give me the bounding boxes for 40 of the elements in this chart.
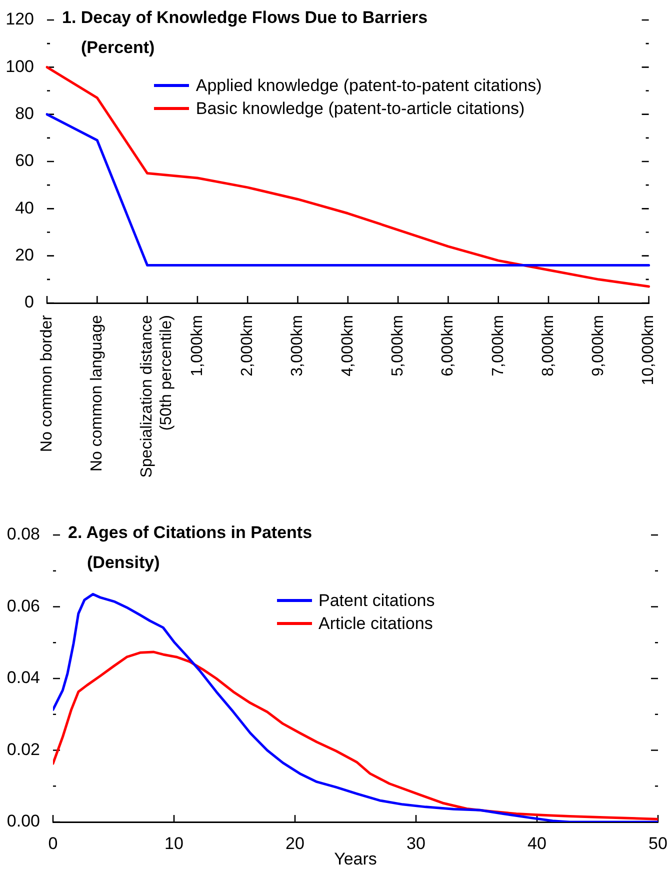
y-tick-label: 40 [15,198,34,218]
x-tick-label: 3,000km [289,315,306,376]
x-tick-label: 10 [164,834,184,853]
x-tick-label: 6,000km [440,315,457,376]
legend-label: Applied knowledge (patent-to-patent citations) [196,76,542,96]
y-tick-label: 80 [15,104,34,124]
legend-label: Basic knowledge (patent-to-article citations) [196,98,525,118]
y-tick-label: 0.00 [6,812,40,831]
y-tick-label: 100 [6,56,34,76]
y-tick-label: 120 [6,10,34,29]
legend-label: Patent citations [318,590,435,610]
x-tick-label: 9,000km [590,315,608,376]
x-tick-label: 40 [528,834,546,853]
y-tick-label: 0.06 [6,596,40,616]
legend-label: Article citations [318,614,433,634]
chart-title: 2. Ages of Citations in Patents [68,523,312,543]
x-tick-label: 2,000km [239,315,256,376]
y-tick-label: 20 [15,246,34,265]
y-tick-label: 0.02 [6,740,40,759]
x-tick-label: 0 [48,834,58,853]
text: (Percent) [81,38,155,58]
x-tick-label: 8,000km [540,315,557,376]
x-axis-title: Years [334,849,377,868]
y-tick-label: 0 [24,292,34,312]
x-tick-label: 50 [648,834,668,853]
x-tick-label: 30 [406,834,426,853]
x-tick-label: 10,000km [640,315,658,386]
x-tick-label: 1,000km [188,315,206,376]
x-tick-label: 7,000km [490,315,507,376]
x-tick-label: Specialization distance (50th percentile) [138,314,175,478]
y-tick-label: 0.08 [6,524,40,544]
x-tick-label: No common language [88,314,106,472]
chart-title: 1. Decay of Knowledge Flows Due to Barriers [62,8,428,28]
x-tick-label: 5,000km [389,315,406,376]
text: (Density) [87,553,160,573]
x-tick-label: No common border [38,314,56,452]
y-tick-label: 60 [15,151,34,170]
x-tick-label: 20 [286,834,304,853]
x-tick-label: 4,000km [339,315,356,376]
y-tick-label: 0.04 [6,668,40,688]
